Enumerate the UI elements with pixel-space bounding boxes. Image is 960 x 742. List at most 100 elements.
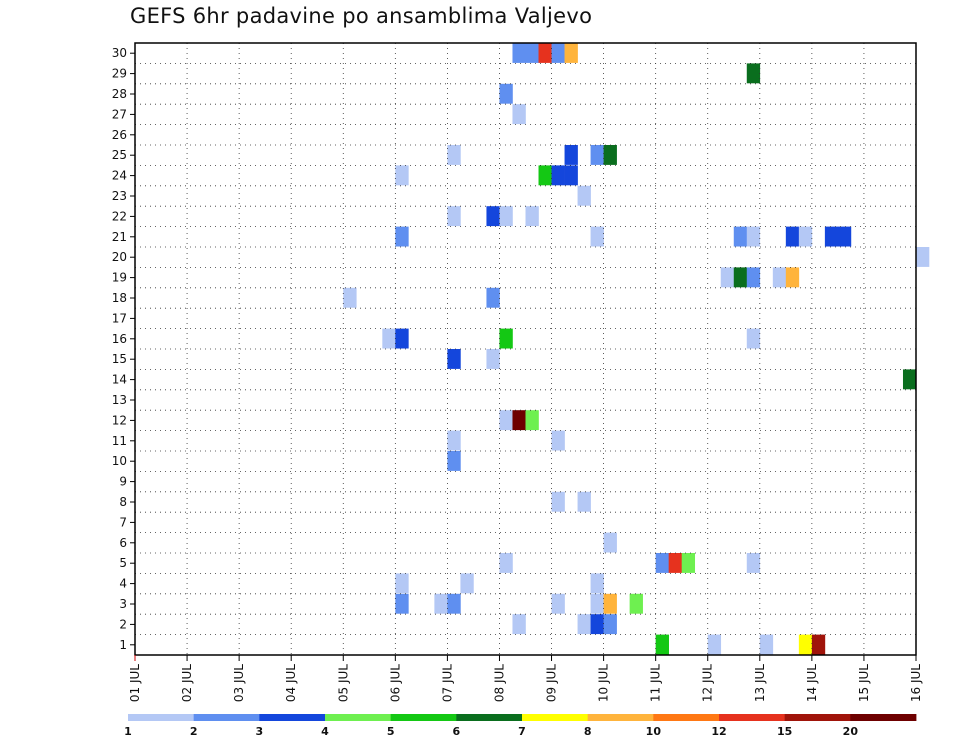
colorbar: 1 2 3 4 5 6 7 8 10 12 15 20	[124, 714, 917, 738]
cell-m14-t59	[902, 369, 917, 390]
xtick-label: 15 JUL	[857, 664, 871, 702]
cell-m21-t51	[798, 226, 813, 247]
ytick-label: 10	[112, 454, 127, 468]
cell-m3-t24	[447, 593, 461, 614]
cell-m15-t27	[486, 349, 500, 369]
ytick-label: 7	[119, 515, 127, 529]
xtick-label: 11 JUL	[649, 664, 663, 702]
cell-m22-t27	[486, 206, 500, 227]
ytick-label: 14	[112, 373, 127, 387]
cell-m19-t49	[772, 267, 787, 288]
cell-m30-t30	[525, 43, 539, 63]
ytick-label: 9	[119, 475, 127, 489]
colorbar-label: 2	[190, 725, 198, 738]
cell-m5-t41	[668, 553, 682, 573]
cell-m2-t35	[590, 614, 604, 635]
ytick-label: 12	[112, 413, 127, 427]
ytick-label: 11	[112, 434, 127, 448]
chart-title: GEFS 6hr padavine po ansamblima Valjevo	[130, 4, 593, 28]
ytick-label: 3	[119, 597, 127, 611]
cell-m1-t40	[655, 634, 669, 655]
cell-m19-t46	[733, 267, 748, 288]
colorbar-label: 12	[711, 725, 726, 738]
cell-m22-t24	[447, 206, 461, 227]
cell-m4-t35	[590, 573, 604, 594]
ytick-label: 23	[112, 189, 127, 203]
cell-m28-t28	[499, 83, 513, 104]
ytick-label: 13	[112, 393, 127, 407]
cell-m8-t32	[551, 491, 565, 512]
cell-m24-t31	[538, 165, 552, 186]
cell-m3-t38	[629, 593, 643, 614]
colorbar-label: 8	[584, 725, 592, 738]
cell-m1-t52	[811, 634, 826, 655]
ytick-label: 19	[112, 271, 127, 285]
cell-m20-t60	[916, 247, 930, 267]
ytick-label: 24	[112, 169, 127, 183]
cell-m24-t20	[395, 165, 409, 186]
cell-m30-t29	[512, 43, 526, 63]
cell-m5-t40	[655, 553, 669, 573]
cell-m3-t23	[434, 593, 448, 614]
xtick-label: 16 JUL	[909, 664, 923, 702]
colorbar-swatch	[390, 714, 457, 721]
colorbar-label: 7	[518, 725, 526, 738]
cell-m21-t46	[733, 226, 748, 247]
xtick-label: 09 JUL	[545, 664, 559, 702]
cells-layer	[343, 43, 930, 655]
colorbar-swatch	[456, 714, 523, 721]
cell-m27-t29	[512, 104, 526, 125]
cell-m19-t47	[746, 267, 761, 288]
colorbar-label: 4	[321, 725, 329, 738]
colorbar-label: 3	[256, 725, 264, 738]
ytick-label: 30	[112, 46, 127, 60]
colorbar-swatch	[719, 714, 786, 721]
cell-m21-t35	[590, 226, 604, 247]
cell-m21-t53	[824, 226, 839, 247]
cell-m12-t29	[512, 410, 526, 431]
grid-layer	[135, 43, 916, 655]
cell-m12-t28	[499, 410, 513, 431]
colorbar-swatch	[193, 714, 260, 721]
xtick-label: 14 JUL	[805, 664, 819, 702]
cell-m2-t34	[577, 614, 591, 635]
xtick-label: 12 JUL	[701, 664, 715, 702]
cell-m11-t32	[551, 430, 565, 451]
xtick-label: 07 JUL	[440, 664, 454, 702]
xtick-label: 04 JUL	[284, 664, 298, 702]
cell-m6-t36	[603, 532, 617, 553]
colorbar-label: 10	[646, 725, 662, 738]
cell-m25-t35	[590, 145, 604, 165]
cell-m18-t27	[486, 287, 500, 308]
cell-m30-t31	[538, 43, 552, 63]
ytick-label: 16	[112, 332, 127, 346]
ytick-label: 18	[112, 291, 127, 305]
ytick-label: 5	[119, 556, 127, 570]
ytick-label: 28	[112, 87, 127, 101]
xtick-label: 06 JUL	[388, 664, 402, 702]
cell-m25-t36	[603, 145, 617, 165]
colorbar-label: 6	[453, 725, 461, 738]
cell-m19-t45	[720, 267, 735, 288]
cell-m4-t25	[460, 573, 474, 594]
cell-m30-t33	[564, 43, 578, 63]
ytick-label: 17	[112, 311, 127, 325]
ytick-label: 8	[119, 495, 127, 509]
cell-m1-t51	[798, 634, 813, 655]
ytick-label: 25	[112, 148, 127, 162]
ytick-label: 26	[112, 128, 127, 142]
colorbar-label: 15	[777, 725, 792, 738]
cell-m10-t24	[447, 451, 461, 471]
cell-m12-t30	[525, 410, 539, 431]
colorbar-swatch	[128, 714, 195, 721]
cell-m1-t48	[759, 634, 774, 655]
plot-frame	[134, 42, 917, 656]
xtick-label: 05 JUL	[336, 664, 350, 702]
colorbar-swatch	[587, 714, 654, 721]
cell-m21-t20	[395, 226, 409, 247]
cell-m3-t35	[590, 593, 604, 614]
cell-m18-t16	[343, 287, 357, 308]
cell-m16-t47	[746, 328, 761, 349]
cell-m2-t36	[603, 614, 617, 635]
